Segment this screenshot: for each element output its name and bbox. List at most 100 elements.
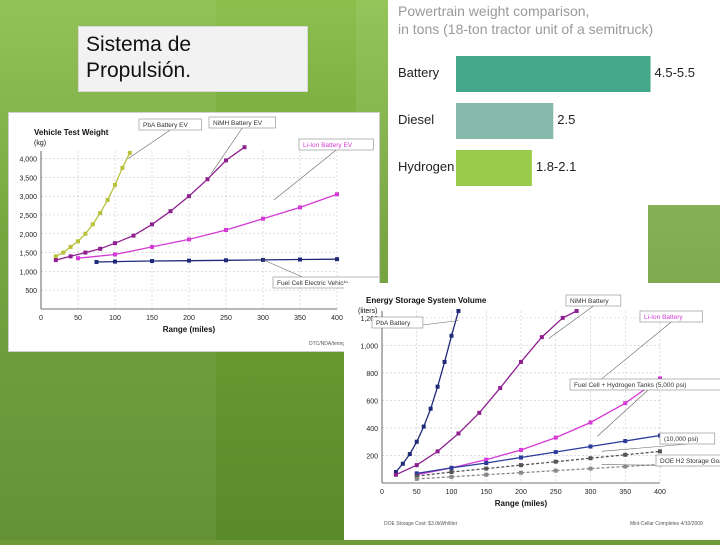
weight-data-point — [68, 244, 73, 249]
volume-x-tick-label: 100 — [446, 489, 458, 496]
weight-data-point — [94, 259, 99, 264]
bar-value-label: 4.5-5.5 — [655, 65, 695, 80]
volume-data-point — [623, 401, 628, 406]
volume-y-tick-label: 1,000 — [360, 343, 378, 350]
volume-data-point — [588, 444, 593, 449]
weight-data-point — [105, 197, 110, 202]
volume-data-point — [435, 384, 440, 389]
volume-data-point — [574, 309, 579, 313]
weight-data-point — [168, 209, 173, 214]
volume-callout-box — [565, 294, 622, 307]
volume-ylabel: (liters) — [358, 308, 377, 315]
weight-data-point — [187, 258, 191, 263]
volume-data-point — [553, 459, 558, 464]
powertrain-bar-chart: Powertrain weight comparison, in tons (18… — [398, 3, 695, 186]
weight-data-point — [98, 246, 103, 251]
volume-data-point — [484, 457, 489, 462]
volume-callout-box — [569, 378, 720, 391]
weight-data-point — [150, 222, 154, 227]
volume-legend-label: Li-Ion Battery — [644, 314, 683, 321]
weight-callout-line — [128, 129, 171, 159]
weight-data-point — [224, 258, 228, 263]
weight-series-line — [96, 258, 338, 263]
volume-series-line — [416, 450, 661, 477]
volume-data-point — [414, 471, 419, 476]
weight-series-line — [55, 152, 131, 257]
weight-xlabel: Range (miles) — [163, 325, 216, 334]
slide-title: Sistema de Propulsión. — [86, 33, 192, 82]
weight-y-tick-label: 3,000 — [19, 194, 37, 201]
weight-y-tick-label: 2,000 — [19, 232, 37, 239]
weight-data-point — [298, 205, 302, 210]
volume-data-point — [435, 449, 440, 454]
volume-series-line — [416, 434, 661, 475]
vehicle-weight-panel: 0 50 100 150 200 250 300 350 400 500 1,000 1,500 2,0… — [8, 112, 383, 352]
weight-callout-line — [210, 127, 243, 174]
weight-ylabel: (kg) — [34, 140, 46, 147]
volume-callout-line — [601, 443, 688, 452]
volume-data-point — [588, 456, 593, 461]
weight-data-point — [150, 244, 154, 249]
weight-x-tick-label: 150 — [146, 315, 158, 322]
weight-data-point — [131, 233, 136, 238]
volume-data-point — [428, 406, 433, 411]
volume-data-point — [588, 466, 593, 471]
volume-x-tick-label: 150 — [480, 489, 492, 496]
volume-data-point — [623, 439, 628, 444]
volume-callout-box — [639, 310, 703, 323]
weight-data-point — [120, 165, 125, 170]
weight-data-point — [335, 257, 339, 262]
volume-callout-line — [548, 305, 594, 339]
volume-legend-label: (10,000 psi) — [664, 436, 698, 443]
weight-y-tick-label: 4,000 — [19, 157, 37, 164]
volume-data-point — [449, 474, 454, 479]
storage-volume-panel: 0 50 100 150 200 250 300 350 400 200 400 600 800 1,00… — [344, 283, 720, 540]
weight-data-point — [187, 194, 191, 199]
weight-callout-box — [138, 118, 202, 131]
volume-callout-box — [371, 316, 424, 329]
volume-footnote-right: Mini-Cellar Completes 4/10/2009 — [630, 521, 703, 527]
volume-legend-label: DOE H2 Storage Goa — [660, 458, 720, 465]
volume-data-point — [658, 449, 662, 454]
bar-hydrogen — [456, 150, 532, 186]
volume-x-tick-label: 400 — [654, 489, 666, 496]
weight-series-line — [77, 193, 338, 259]
weight-data-point — [113, 241, 117, 246]
volume-callout-box — [659, 432, 716, 445]
weight-data-point — [83, 250, 88, 255]
weight-data-point — [61, 250, 66, 255]
weight-legend-label: Fuel Cell Electric Vehicle — [277, 280, 349, 287]
powertrain-weight-panel: Powertrain weight comparison, in tons (18… — [388, 0, 720, 205]
volume-y-tick-label: 400 — [366, 426, 378, 433]
weight-data-point — [90, 222, 95, 227]
volume-series-line — [416, 377, 661, 476]
volume-series-line — [395, 310, 577, 476]
volume-series-line — [416, 463, 661, 480]
weight-x-tick-label: 350 — [294, 315, 306, 322]
weight-x-tick-label: 400 — [331, 315, 343, 322]
weight-callout-line — [273, 149, 337, 201]
weight-data-point — [83, 231, 88, 236]
weight-series-line — [55, 146, 245, 261]
volume-y-tick-label: 800 — [366, 371, 378, 378]
volume-y-tick-label: 1,200 — [360, 316, 378, 323]
weight-data-point — [98, 211, 103, 216]
volume-footnote-left: DOE Storage Cost: $3.0kWh/liter — [384, 521, 458, 527]
volume-data-point — [449, 465, 454, 470]
weight-data-point — [68, 254, 73, 259]
weight-y-tick-label: 3,500 — [19, 175, 37, 182]
volume-x-tick-label: 250 — [550, 489, 562, 496]
bar-chart-subtitle: in tons (18-ton tractor unit of a semitr… — [398, 21, 653, 37]
weight-data-point — [261, 216, 265, 221]
volume-y-tick-label: 600 — [366, 398, 378, 405]
storage-volume-chart: 0 50 100 150 200 250 300 350 400 200 400 600 800 1,00… — [358, 294, 720, 527]
weight-data-point — [335, 192, 339, 197]
volume-data-point — [393, 472, 398, 477]
weight-x-tick-label: 50 — [74, 315, 82, 322]
volume-data-point — [553, 468, 558, 473]
weight-x-tick-label: 0 — [39, 315, 43, 322]
volume-data-point — [519, 359, 523, 364]
weight-x-tick-label: 100 — [109, 315, 121, 322]
weight-callout-box — [208, 116, 276, 129]
weight-data-point — [224, 228, 228, 232]
